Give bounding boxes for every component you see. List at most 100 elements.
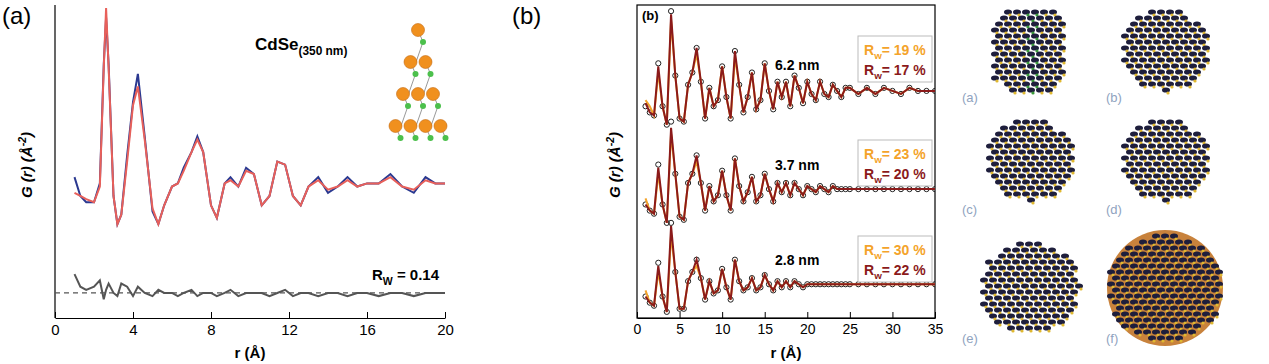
atom-se xyxy=(405,103,411,109)
x-tick-label: 10 xyxy=(715,321,731,337)
x-tick: 0 xyxy=(634,312,642,337)
atom-light xyxy=(1017,195,1020,198)
atom-light xyxy=(1206,159,1209,162)
atom-light xyxy=(1053,85,1056,88)
x-tick-mark xyxy=(765,312,766,318)
panel-label: (b) xyxy=(512,2,541,29)
atom-light xyxy=(1058,189,1061,192)
chart-title-sub: (350 nm) xyxy=(298,44,347,58)
atom-light xyxy=(1062,183,1065,186)
atom-light xyxy=(1192,333,1195,336)
x-axis: 048121620 xyxy=(51,312,454,338)
atom-cd xyxy=(389,120,402,133)
x-tick-mark xyxy=(935,312,936,318)
atom-light xyxy=(1193,79,1196,82)
x-tick-mark xyxy=(807,312,808,318)
y-axis-title: G (r) (Å-2) xyxy=(604,132,623,198)
data-line xyxy=(646,20,935,124)
atom-light xyxy=(1152,339,1155,342)
rw-annotation-main: R xyxy=(372,266,383,283)
atom-light xyxy=(1210,321,1213,324)
rw-label: Rw= 30 % xyxy=(864,242,926,261)
chart-title: CdSe(350 nm) xyxy=(255,35,347,58)
x-tick: 10 xyxy=(715,312,731,337)
atom-light xyxy=(1071,159,1074,162)
atom-light xyxy=(1143,195,1146,198)
atom-light xyxy=(1071,147,1074,150)
x-tick: 16 xyxy=(359,312,376,338)
atom-light xyxy=(1188,85,1191,88)
atom-cd xyxy=(412,88,425,101)
structure-label: (a) xyxy=(962,90,978,105)
atom-se xyxy=(420,103,426,109)
x-axis-title: r (Å) xyxy=(771,344,802,361)
atom-se xyxy=(443,135,449,141)
x-tick-mark xyxy=(367,312,368,318)
x-tick-label: 35 xyxy=(928,321,944,337)
data-line xyxy=(646,14,935,124)
x-tick-label: 25 xyxy=(843,321,859,337)
x-tick-label: 12 xyxy=(281,321,298,338)
rw-label-main: R xyxy=(864,262,874,278)
atom-se xyxy=(435,103,441,109)
rw-annotation-sub: W xyxy=(383,275,393,287)
atom-light xyxy=(1179,195,1182,198)
atom-cd xyxy=(412,24,425,37)
x-tick-mark xyxy=(892,312,893,318)
rw-box xyxy=(858,36,932,82)
x-tick: 15 xyxy=(757,312,773,337)
atom-light xyxy=(1035,195,1038,198)
atom-light xyxy=(1008,195,1011,198)
atom-light xyxy=(1038,329,1041,332)
x-tick-mark xyxy=(637,312,638,318)
atom-light xyxy=(1193,189,1196,192)
nanoparticle-model xyxy=(980,241,1083,332)
atom-light xyxy=(1011,329,1014,332)
data-line xyxy=(646,226,935,312)
atom-light xyxy=(1062,61,1065,64)
atom-light xyxy=(1049,91,1052,94)
atom-light xyxy=(1202,177,1205,180)
atom-light xyxy=(1067,177,1070,180)
atom-light xyxy=(1058,79,1061,82)
x-tick-mark xyxy=(211,312,212,318)
atom-light xyxy=(1138,333,1141,336)
atom-cd xyxy=(404,120,417,133)
y-axis-title-sup: -2 xyxy=(604,137,616,146)
atom-light xyxy=(1062,37,1065,40)
atom-se xyxy=(413,135,419,141)
atom-light xyxy=(1020,329,1023,332)
x-tick: 5 xyxy=(676,312,684,337)
atom-light xyxy=(1215,303,1218,306)
data-line xyxy=(75,18,446,225)
x-tick-label: 20 xyxy=(437,321,454,338)
figure: 048121620(a)G (r) (Å-2)r (Å)CdSe(350 nm)… xyxy=(0,0,1269,364)
x-axis-line xyxy=(638,318,936,319)
atom-light xyxy=(1197,327,1200,330)
atom-light xyxy=(1062,49,1065,52)
rw-label: Rw= 20 % xyxy=(864,166,926,185)
atom-light xyxy=(998,323,1001,326)
rw-label: Rw= 19 % xyxy=(864,42,926,61)
atom-light xyxy=(1206,147,1209,150)
atom-light xyxy=(1143,85,1146,88)
rw-label-main: R xyxy=(864,242,874,258)
atom-light xyxy=(1061,323,1064,326)
x-axis-title: r (Å) xyxy=(235,344,266,361)
x-tick-mark xyxy=(289,312,290,318)
atom-cd xyxy=(419,56,432,69)
rw-label: Rw= 23 % xyxy=(864,146,926,165)
rw-label-main: R xyxy=(864,62,874,78)
atom-light xyxy=(1053,195,1056,198)
structure-label: (f) xyxy=(1106,331,1118,346)
atom-se xyxy=(428,135,434,141)
crystal-inset xyxy=(389,24,449,142)
data-point xyxy=(668,9,673,14)
atom-light xyxy=(1161,339,1164,342)
atom-se xyxy=(413,71,419,77)
x-tick-label: 8 xyxy=(207,321,215,338)
x-tick-mark xyxy=(850,312,851,318)
atom-light xyxy=(1029,329,1032,332)
atom-cd xyxy=(397,88,410,101)
x-tick: 25 xyxy=(843,312,859,337)
